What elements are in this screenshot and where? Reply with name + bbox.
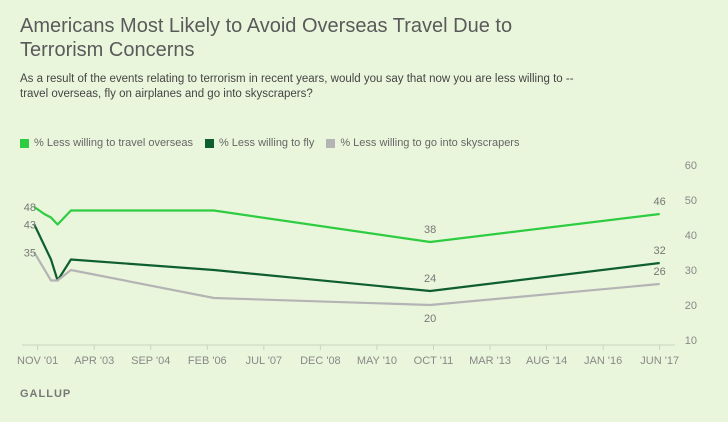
series-line-0 bbox=[33, 206, 660, 244]
x-tick-label: MAR '13 bbox=[469, 355, 511, 367]
legend-label-overseas: % Less willing to travel overseas bbox=[34, 137, 193, 149]
series-line-1 bbox=[33, 224, 660, 293]
legend-item-skyscrapers: % Less willing to go into skyscrapers bbox=[326, 137, 519, 149]
x-tick-label: JUN '17 bbox=[640, 355, 679, 367]
legend-swatch-fly bbox=[204, 138, 214, 148]
x-tick-label: NOV '01 bbox=[17, 355, 58, 367]
x-tick-label: APR '03 bbox=[74, 355, 114, 367]
y-tick-label: 50 bbox=[685, 195, 697, 207]
source-label: GALLUP bbox=[20, 388, 72, 400]
data-label: 32 bbox=[654, 245, 666, 257]
data-label: 48 bbox=[24, 202, 36, 214]
x-tick-label: AUG '14 bbox=[526, 355, 567, 367]
data-label: 24 bbox=[424, 273, 436, 285]
y-tick-label: 40 bbox=[685, 230, 697, 242]
y-tick-label: 60 bbox=[685, 160, 697, 172]
x-tick-label: JUL '07 bbox=[246, 355, 283, 367]
y-tick-label: 10 bbox=[685, 335, 697, 347]
chart-legend: % Less willing to travel overseas % Less… bbox=[20, 136, 531, 150]
x-tick-label: FEB '06 bbox=[188, 355, 227, 367]
x-tick-label: OCT '11 bbox=[414, 355, 454, 367]
x-tick-label: MAY '10 bbox=[357, 355, 397, 367]
x-tick-label: DEC '08 bbox=[300, 355, 341, 367]
x-tick-label: SEP '04 bbox=[131, 355, 170, 367]
legend-swatch-skyscrapers bbox=[326, 138, 336, 148]
data-label: 38 bbox=[424, 224, 436, 236]
legend-swatch-overseas bbox=[20, 138, 29, 148]
data-label: 43 bbox=[24, 220, 36, 232]
y-tick-label: 20 bbox=[685, 300, 697, 312]
series-line-2 bbox=[33, 251, 660, 307]
chart-title: Americans Most Likely to Avoid Overseas … bbox=[20, 15, 513, 61]
legend-label-fly: % Less willing to fly bbox=[218, 137, 315, 149]
data-label: 20 bbox=[424, 313, 436, 325]
data-label: 35 bbox=[24, 248, 36, 260]
data-label: 46 bbox=[654, 196, 666, 208]
legend-item-overseas: % Less willing to travel overseas bbox=[20, 137, 193, 149]
data-label: 26 bbox=[654, 266, 666, 278]
legend-item-fly: % Less willing to fly bbox=[204, 137, 315, 149]
y-tick-label: 30 bbox=[685, 265, 697, 277]
x-tick-label: JAN '16 bbox=[584, 355, 622, 367]
legend-label-skyscrapers: % Less willing to go into skyscrapers bbox=[340, 137, 520, 149]
chart-subtitle: As a result of the events relating to te… bbox=[20, 73, 574, 100]
